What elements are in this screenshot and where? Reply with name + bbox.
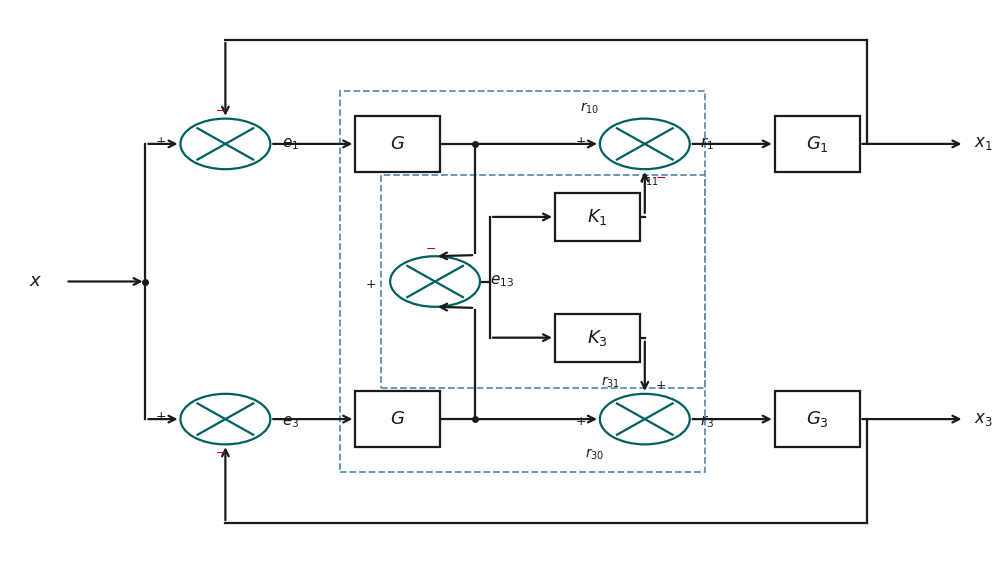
- Text: $+$: $+$: [365, 278, 376, 291]
- Text: $G$: $G$: [390, 135, 405, 153]
- FancyBboxPatch shape: [355, 116, 440, 172]
- Text: $+$: $+$: [575, 415, 586, 428]
- Text: $+$: $+$: [155, 410, 166, 423]
- Text: $G$: $G$: [390, 410, 405, 428]
- Text: $e_1$: $e_1$: [282, 136, 299, 152]
- Text: $e_3$: $e_3$: [282, 414, 300, 430]
- Text: $r_3$: $r_3$: [700, 414, 714, 430]
- Text: $+$: $+$: [575, 135, 586, 148]
- Text: $G_3$: $G_3$: [806, 409, 829, 429]
- Text: $e_{13}$: $e_{13}$: [490, 274, 514, 289]
- Text: $G_1$: $G_1$: [806, 134, 828, 154]
- Text: $r_{30}$: $r_{30}$: [585, 447, 605, 462]
- FancyBboxPatch shape: [775, 391, 860, 447]
- Text: $-$: $-$: [215, 104, 226, 117]
- Text: $r_{31}$: $r_{31}$: [601, 375, 620, 390]
- FancyBboxPatch shape: [355, 391, 440, 447]
- Text: $+$: $+$: [155, 135, 166, 148]
- Text: $r_{10}$: $r_{10}$: [580, 101, 600, 116]
- Text: $r_1$: $r_1$: [700, 136, 714, 152]
- Text: $r_{11}$: $r_{11}$: [640, 173, 659, 188]
- Text: $x_3$: $x_3$: [974, 410, 993, 427]
- Text: $-$: $-$: [215, 446, 226, 459]
- Text: $x$: $x$: [29, 272, 42, 291]
- FancyBboxPatch shape: [775, 116, 860, 172]
- FancyBboxPatch shape: [555, 314, 640, 361]
- Text: $x_1$: $x_1$: [974, 136, 993, 153]
- Text: $K_3$: $K_3$: [587, 328, 608, 348]
- Text: $K_1$: $K_1$: [587, 207, 608, 227]
- Text: $+$: $+$: [655, 379, 666, 392]
- Text: $-$: $-$: [425, 242, 436, 255]
- Text: $-$: $-$: [655, 171, 666, 184]
- FancyBboxPatch shape: [555, 193, 640, 241]
